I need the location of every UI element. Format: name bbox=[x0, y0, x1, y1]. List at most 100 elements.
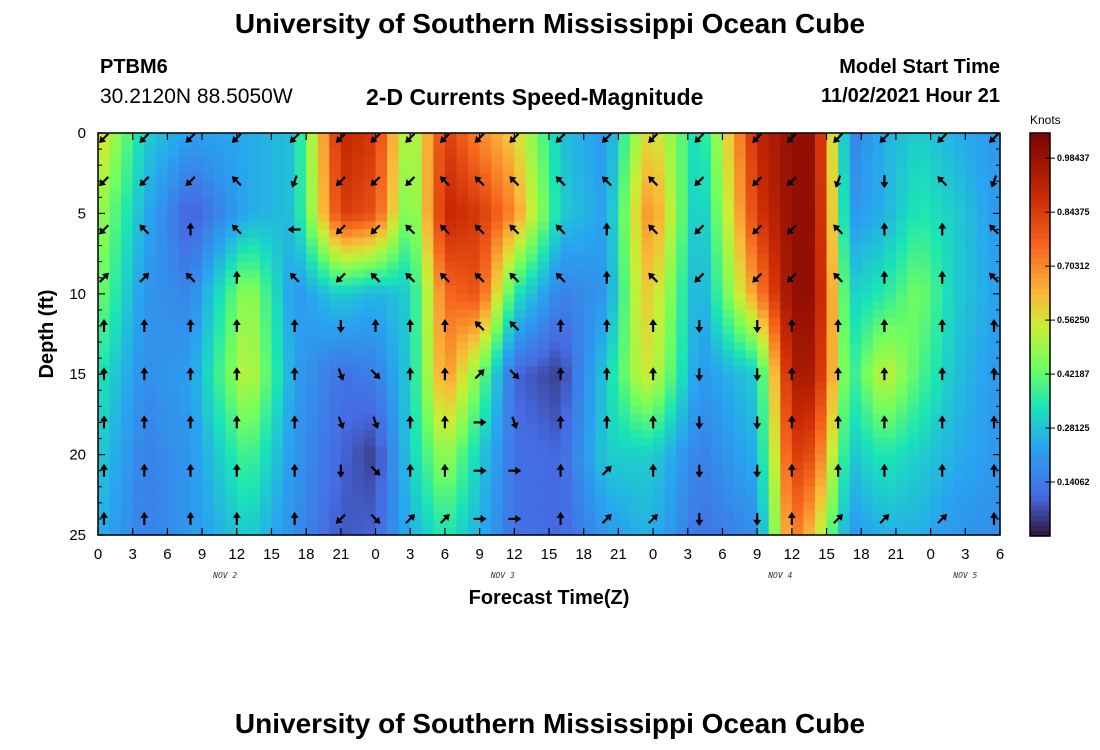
heatmap-cell bbox=[930, 325, 943, 335]
heatmap-cell bbox=[895, 221, 909, 231]
heatmap-cell bbox=[109, 261, 122, 271]
heatmap-cell bbox=[537, 478, 550, 488]
heatmap-cell bbox=[976, 446, 990, 456]
heatmap-cell bbox=[444, 518, 458, 528]
heatmap-cell bbox=[468, 309, 481, 319]
heatmap-cell bbox=[907, 438, 920, 448]
heatmap-cell bbox=[768, 446, 781, 456]
x-tick-label: 0 bbox=[649, 546, 657, 563]
heatmap-cell bbox=[132, 245, 145, 255]
arrow-head bbox=[440, 319, 449, 325]
heatmap-cell bbox=[745, 309, 758, 319]
heatmap-cell bbox=[838, 269, 851, 279]
heatmap-cell bbox=[872, 133, 885, 142]
heatmap-cell bbox=[213, 502, 226, 512]
heatmap-cell bbox=[641, 518, 654, 528]
heatmap-cell bbox=[306, 165, 319, 174]
colorbar-tick-label: 0.56250 bbox=[1057, 315, 1090, 325]
heatmap-cell bbox=[872, 269, 885, 279]
heatmap-cell bbox=[710, 414, 724, 424]
heatmap-cell bbox=[190, 374, 203, 383]
heatmap-cell bbox=[294, 285, 307, 295]
heatmap-cell bbox=[618, 293, 631, 303]
heatmap-cell bbox=[283, 342, 296, 351]
heatmap-cell bbox=[699, 422, 712, 432]
heatmap-cell bbox=[98, 253, 111, 263]
heatmap-cell bbox=[838, 141, 851, 150]
heatmap-cell bbox=[410, 446, 423, 456]
heatmap-cell bbox=[375, 518, 388, 528]
heatmap-cell bbox=[491, 414, 504, 424]
heatmap-cell bbox=[525, 189, 539, 198]
heatmap-cell bbox=[363, 438, 377, 448]
heatmap-cell bbox=[283, 157, 296, 166]
heatmap-cell bbox=[988, 189, 1001, 198]
heatmap-cell bbox=[502, 382, 515, 391]
heatmap-cell bbox=[814, 189, 828, 198]
heatmap-cell bbox=[803, 245, 816, 255]
heatmap-cell bbox=[641, 374, 654, 383]
heatmap-cell bbox=[757, 470, 770, 480]
heatmap-cell bbox=[791, 173, 805, 182]
heatmap-cell bbox=[872, 253, 885, 263]
heatmap-cell bbox=[606, 165, 619, 174]
arrow-head bbox=[650, 513, 659, 522]
heatmap-cell bbox=[953, 277, 966, 287]
heatmap-cell bbox=[745, 478, 758, 488]
heatmap-cell bbox=[502, 157, 515, 166]
x-tick-label: 9 bbox=[475, 546, 483, 563]
arrow-head bbox=[512, 372, 520, 380]
heatmap-cell bbox=[872, 229, 885, 239]
heatmap-cell bbox=[236, 181, 249, 190]
heatmap-cell bbox=[306, 277, 319, 287]
heatmap-cell bbox=[919, 454, 932, 464]
heatmap-cell bbox=[525, 502, 539, 512]
heatmap-cell bbox=[676, 253, 689, 263]
heatmap-cell bbox=[745, 285, 758, 295]
heatmap-cell bbox=[549, 229, 562, 239]
heatmap-cell bbox=[236, 510, 249, 520]
heatmap-cell bbox=[387, 269, 400, 279]
heatmap-cell bbox=[190, 221, 203, 231]
heatmap-cell bbox=[780, 478, 793, 488]
heatmap-cell bbox=[606, 438, 619, 448]
heatmap-cell bbox=[317, 502, 330, 512]
heatmap-cell bbox=[340, 334, 354, 343]
heatmap-cell bbox=[225, 293, 238, 303]
heatmap-cell bbox=[826, 149, 839, 158]
heatmap-cell bbox=[375, 205, 388, 214]
heatmap-cell bbox=[895, 237, 909, 247]
current-arrow bbox=[786, 132, 797, 143]
heatmap-cell bbox=[687, 149, 700, 158]
heatmap-cell bbox=[236, 221, 249, 231]
heatmap-cell bbox=[791, 165, 805, 174]
heatmap-cell bbox=[549, 149, 562, 158]
heatmap-cell bbox=[976, 366, 990, 375]
heatmap-cell bbox=[259, 462, 273, 472]
heatmap-cell bbox=[225, 382, 238, 391]
heatmap-cell bbox=[468, 133, 481, 142]
heatmap-cell bbox=[178, 366, 192, 375]
colorbar-segment bbox=[1030, 279, 1050, 285]
heatmap-cell bbox=[722, 133, 735, 142]
heatmap-cell bbox=[178, 438, 192, 448]
current-arrow bbox=[231, 176, 242, 187]
heatmap-cell bbox=[317, 342, 330, 351]
arrow-head bbox=[186, 415, 195, 422]
heatmap-cell bbox=[248, 261, 261, 271]
heatmap-cell bbox=[826, 462, 839, 472]
heatmap-cell bbox=[861, 301, 874, 311]
heatmap-cell bbox=[225, 478, 238, 488]
heatmap-cell bbox=[549, 189, 562, 198]
heatmap-cell bbox=[676, 261, 689, 271]
heatmap-cell bbox=[549, 350, 562, 359]
colorbar-segment bbox=[1030, 188, 1050, 195]
heatmap-cell bbox=[525, 358, 539, 367]
heatmap-cell bbox=[976, 221, 990, 231]
current-arrow bbox=[440, 463, 449, 477]
heatmap-cell bbox=[444, 486, 458, 496]
heatmap-cell bbox=[791, 398, 805, 407]
heatmap-cell bbox=[872, 221, 885, 231]
arrow-head bbox=[406, 415, 415, 422]
heatmap-cell bbox=[363, 358, 377, 367]
